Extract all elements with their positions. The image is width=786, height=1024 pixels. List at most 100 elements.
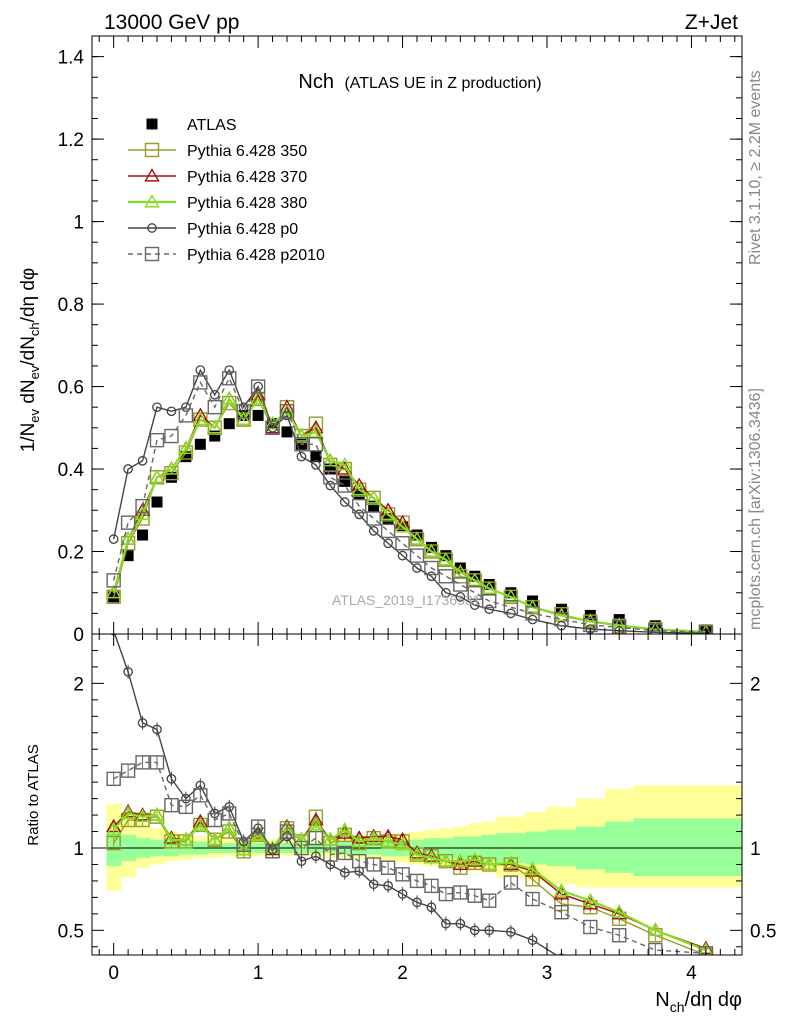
ratio-data-point: [380, 833, 396, 847]
main-data-point: [455, 592, 466, 602]
uncertainty-band-inner: [604, 821, 635, 873]
energy-label: 13000 GeV pp: [104, 11, 239, 34]
main-data-point: [503, 599, 519, 615]
main-data-point: [105, 584, 122, 599]
main-data-point: [209, 430, 221, 442]
ratio-data-point: [236, 837, 251, 852]
main-data-point: [467, 585, 482, 600]
ratio-data-point: [193, 788, 208, 803]
ratio-data-point: [583, 919, 598, 935]
ratio-data-point: [368, 879, 379, 890]
ratio-y-tick-label: 0.5: [58, 921, 84, 942]
legend-marker: [144, 142, 160, 158]
main-data-point: [308, 416, 324, 431]
x-tick-label: 2: [397, 963, 408, 984]
ratio-data-point: [250, 819, 266, 834]
main-data-point: [149, 432, 165, 448]
ratio-data-point: [506, 927, 516, 937]
ratio-y-tick-label: 2: [73, 674, 84, 695]
main-data-point: [194, 438, 206, 450]
ratio-data-point: [397, 889, 408, 899]
main-data-point: [207, 419, 223, 434]
main-data-point: [426, 571, 437, 582]
main-data-point: [209, 389, 220, 400]
legend-item: Pythia 6.428 p2010: [128, 246, 325, 264]
ratio-data-point: [137, 718, 148, 728]
main-data-point: [308, 424, 324, 438]
main-data-point: [180, 451, 192, 463]
ratio-panel: 0.5 0.5 1 1 2 2 0 1 2 3 4: [58, 633, 776, 987]
x-tick-label: 0: [108, 963, 119, 984]
main-data-point: [222, 371, 237, 386]
main-y-axis-title: 1/Nev dNev/dNch/dη dφ: [18, 268, 42, 453]
ratio-data-point: [135, 755, 150, 770]
main-data-point: [454, 562, 466, 574]
main-data-point: [469, 570, 481, 582]
main-y-tick-label: 1.4: [58, 48, 85, 69]
legend-item: ATLAS: [146, 117, 237, 134]
main-series-pythia-6-428-380: [105, 391, 712, 634]
ratio-data-point: [294, 840, 309, 856]
main-title-group: Nch (ATLAS UE in Z production): [298, 71, 541, 93]
main-data-point: [165, 471, 177, 483]
legend-label: Pythia 6.428 370: [187, 169, 307, 186]
ratio-data-point: [166, 774, 177, 784]
process-label: Z+Jet: [685, 11, 738, 34]
main-data-point: [383, 538, 393, 549]
ratio-data-point: [383, 881, 393, 891]
ratio-data-point: [438, 853, 454, 867]
main-data-point: [397, 550, 408, 561]
main-data-point: [108, 534, 119, 544]
ratio-data-point: [322, 831, 339, 846]
main-series-line: [112, 368, 706, 634]
main-y-tick-label: 1: [73, 213, 84, 234]
main-panel: 0 0.2 0.4 0.6 0.8 1 1.2 1.4: [58, 35, 743, 646]
ratio-data-point: [702, 979, 710, 987]
ratio-data-point: [586, 964, 594, 972]
main-data-point: [453, 577, 468, 592]
ratio-data-point: [265, 844, 280, 859]
main-data-point: [253, 381, 263, 392]
main-data-point: [337, 478, 352, 493]
ratio-data-point: [221, 820, 237, 834]
ratio-data-point: [308, 817, 324, 831]
ratio-data-point: [409, 846, 425, 861]
main-data-point: [452, 564, 469, 578]
ratio-data-point: [503, 875, 519, 890]
ratio-data-point: [423, 849, 440, 864]
legend-label: Pythia 6.428 350: [187, 143, 307, 160]
ratio-data-point: [394, 836, 411, 851]
ratio-data-point: [453, 885, 468, 900]
main-y-tick-label: 0.2: [58, 543, 84, 564]
main-data-point: [265, 420, 280, 435]
ratio-series-line: [112, 812, 707, 952]
ratio-y-tick-label-right: 2: [750, 674, 761, 695]
ratio-data-point: [178, 831, 194, 846]
main-data-point: [122, 550, 134, 562]
ratio-series-line: [113, 761, 706, 955]
main-data-point: [337, 461, 353, 475]
main-series-line: [112, 396, 706, 634]
ratio-data-point: [120, 805, 136, 820]
main-data-point: [484, 604, 495, 615]
main-data-point: [394, 518, 411, 533]
main-data-point: [221, 391, 237, 405]
main-data-point: [351, 481, 367, 496]
x-tick-label: 4: [686, 963, 697, 984]
main-data-point: [353, 488, 365, 500]
main-data-point: [250, 379, 266, 394]
main-data-point: [365, 489, 382, 504]
main-data-point: [123, 464, 133, 474]
legend-marker: [144, 168, 160, 182]
ratio-series-pythia-6-428-p2010: [106, 755, 714, 955]
main-data-point: [425, 541, 437, 553]
ratio-data-point: [455, 918, 466, 929]
main-data-point: [252, 409, 264, 421]
main-data-point: [238, 409, 250, 421]
main-data-point: [235, 411, 252, 426]
ratio-data-point: [525, 891, 540, 907]
main-data-point: [236, 404, 251, 419]
main-data-point: [178, 408, 194, 423]
main-data-point: [267, 422, 278, 433]
rivet-label: Rivet 3.1.10, ≥ 2.2M events: [747, 70, 764, 265]
